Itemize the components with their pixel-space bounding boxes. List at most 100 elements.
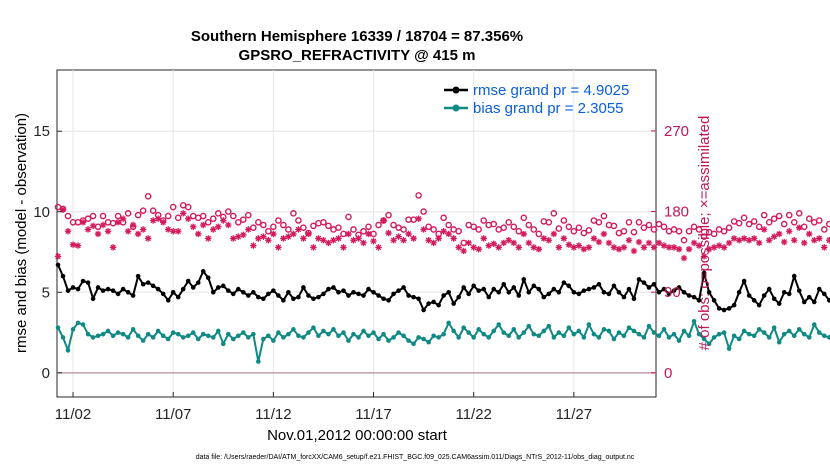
bias-point — [666, 335, 672, 340]
x-axis-label: Nov.01,2012 00:00:00 start — [267, 427, 448, 444]
rmse-point — [561, 280, 567, 285]
bias-point — [225, 331, 231, 337]
rmse-point — [621, 294, 627, 300]
obs-assimilated-point — [796, 224, 803, 231]
obs-possible-point — [585, 227, 593, 234]
obs-assimilated-point — [94, 230, 102, 238]
obs-assimilated-point — [580, 245, 588, 253]
obs-assimilated-point — [695, 242, 703, 249]
obs-assimilated-point — [500, 239, 507, 247]
rmse-point — [821, 291, 827, 297]
rmse-point — [516, 293, 522, 298]
rmse-point — [731, 302, 737, 308]
rmse-point — [165, 298, 171, 303]
rmse-point — [611, 283, 617, 289]
x-axis-ticks: 11/02 11/07 11/12 11/17 11/22 11/27 — [55, 392, 592, 423]
obs-assimilated-point — [335, 235, 342, 242]
rmse-point — [331, 285, 336, 290]
bias-point — [95, 333, 101, 339]
bias-point — [796, 327, 802, 332]
rmse-point — [636, 277, 642, 282]
rmse-point — [346, 293, 351, 298]
obs-possible-point — [755, 223, 763, 231]
obs-possible-series — [54, 192, 830, 247]
obs-possible-point — [720, 227, 728, 235]
bias-point — [756, 327, 762, 332]
x-tick-label: 11/17 — [355, 406, 391, 423]
obs-assimilated-point — [430, 239, 437, 247]
obs-possible-point — [255, 219, 262, 226]
bias-point — [185, 333, 191, 339]
obs-assimilated-point — [750, 235, 758, 242]
bias-point — [100, 331, 106, 337]
obs-possible-point — [265, 227, 272, 235]
obs-assimilated-point — [205, 235, 212, 242]
obs-possible-point — [235, 219, 242, 226]
rmse-point — [601, 289, 607, 295]
y2-tick-label: 0 — [664, 365, 672, 382]
obs-possible-point — [209, 215, 217, 223]
obs-assimilated-point — [420, 226, 427, 233]
rmse-point — [681, 289, 687, 295]
obs-assimilated-point — [470, 244, 477, 251]
obs-assimilated-point — [215, 223, 222, 230]
rmse-point — [155, 286, 161, 292]
obs-assimilated-point — [811, 237, 818, 244]
obs-assimilated-point — [390, 237, 397, 244]
rmse-point — [175, 294, 181, 300]
bias-point — [200, 331, 206, 337]
rmse-point — [591, 285, 597, 290]
obs-possible-point — [725, 224, 733, 231]
rmse-point — [671, 288, 677, 293]
obs-assimilated-point — [505, 237, 512, 244]
rmse-point — [246, 293, 251, 298]
obs-assimilated-point — [620, 244, 628, 251]
obs-possible-point — [415, 192, 422, 199]
obs-possible-point — [800, 223, 808, 231]
bias-point — [481, 331, 487, 337]
obs-possible-point — [164, 212, 172, 220]
obs-assimilated-point — [525, 239, 532, 247]
rmse-point — [771, 296, 777, 302]
obs-assimilated-point — [495, 244, 502, 251]
obs-possible-point — [775, 212, 783, 220]
obs-assimilated-point — [305, 230, 312, 238]
bias-point — [731, 333, 737, 339]
obs-possible-point — [169, 203, 177, 211]
y2-tick-label: 90 — [664, 284, 681, 301]
obs-assimilated-point — [520, 230, 527, 238]
obs-assimilated-point — [385, 229, 392, 237]
rmse-point — [476, 288, 482, 293]
obs-assimilated-point — [715, 242, 723, 249]
rmse-point — [811, 299, 817, 305]
obs-possible-point — [690, 223, 698, 231]
rmse-point — [486, 294, 492, 300]
obs-assimilated-point — [816, 235, 823, 242]
chart-subtitle: GPSRO_REFRACTIVITY @ 415 m — [239, 47, 476, 64]
obs-assimilated-point — [89, 222, 97, 230]
bias-point — [671, 331, 677, 337]
bias-point — [90, 335, 96, 340]
obs-possible-point — [184, 203, 192, 211]
bias-point — [220, 341, 226, 347]
bias-point — [160, 333, 166, 339]
bias-point — [401, 333, 406, 339]
obs-assimilated-point — [590, 235, 598, 242]
obs-assimilated-point — [615, 245, 623, 253]
rmse-point — [536, 286, 542, 292]
obs-possible-point — [290, 210, 297, 217]
rmse-point — [356, 291, 361, 297]
bias-point — [296, 333, 301, 339]
bias-point — [356, 335, 361, 340]
obs-assimilated-point — [821, 244, 828, 251]
bias-point — [531, 331, 537, 337]
obs-possible-point — [750, 218, 758, 225]
obs-possible-point — [410, 216, 417, 223]
rmse-point — [726, 306, 732, 311]
rmse-point — [656, 289, 662, 295]
obs-possible-point — [455, 227, 462, 235]
y2-tick-label: 270 — [664, 123, 689, 140]
bias-point — [70, 327, 76, 332]
bias-point — [371, 330, 376, 335]
bias-point — [55, 325, 61, 331]
